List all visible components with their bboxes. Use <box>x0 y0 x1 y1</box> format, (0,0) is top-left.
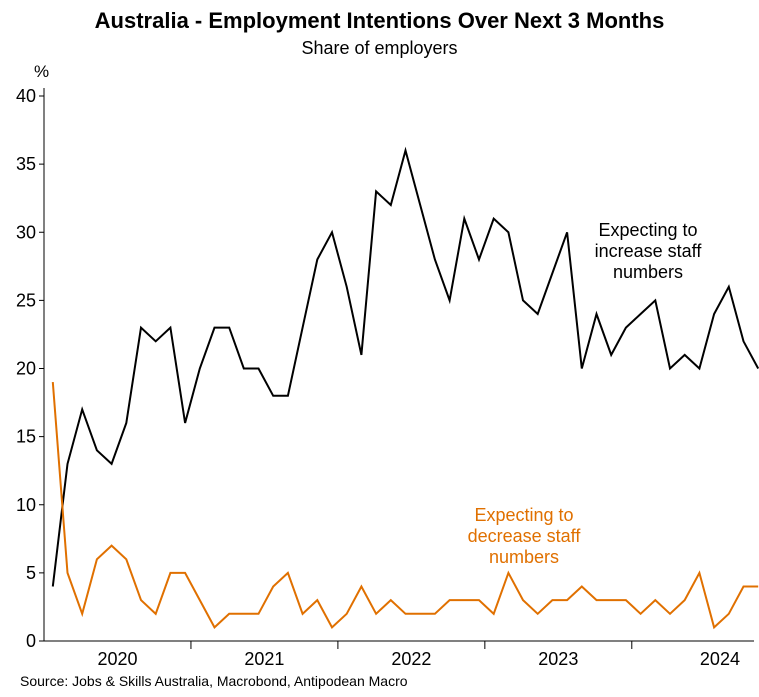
y-tick-label: 40 <box>16 86 36 106</box>
y-tick-label: 30 <box>16 222 36 242</box>
annotation-line: numbers <box>613 262 683 282</box>
series-line-decrease <box>51 382 759 630</box>
y-tick-label: 35 <box>16 154 36 174</box>
chart-title: Australia - Employment Intentions Over N… <box>94 8 665 33</box>
y-tick-label: 5 <box>26 563 36 583</box>
x-tick-label: 2022 <box>391 649 431 669</box>
series-annotations: Expecting to increase staff numbersExpecti… <box>468 220 703 567</box>
y-axis-unit-label: % <box>34 62 50 81</box>
annotation-line: numbers <box>489 547 559 567</box>
series-group <box>51 146 759 630</box>
chart-subtitle: Share of employers <box>301 38 458 58</box>
annotation-line: Expecting to <box>598 220 697 240</box>
y-tick-label: 0 <box>26 631 36 651</box>
axes: 0 5 10 15 20 25 30 35 40 2020 2021 2022 2023 2024 <box>16 86 754 669</box>
series-line-increase <box>51 146 759 587</box>
annotation-line: decrease staff <box>468 526 582 546</box>
x-tick-label: 2020 <box>97 649 137 669</box>
annotation-increase: Expecting to increase staff numbers <box>595 220 703 282</box>
source-note: Source: Jobs & Skills Australia, Macrobo… <box>20 673 408 689</box>
y-tick-label: 15 <box>16 427 36 447</box>
annotation-decrease: Expecting to decrease staff numbers <box>468 505 582 567</box>
y-tick-label: 25 <box>16 290 36 310</box>
annotation-line: Expecting to <box>474 505 573 525</box>
x-tick-label: 2021 <box>244 649 284 669</box>
y-tick-label: 20 <box>16 359 36 379</box>
y-tick-label: 10 <box>16 495 36 515</box>
x-tick-label: 2024 <box>700 649 740 669</box>
x-tick-label: 2023 <box>538 649 578 669</box>
annotation-line: increase staff <box>595 241 703 261</box>
